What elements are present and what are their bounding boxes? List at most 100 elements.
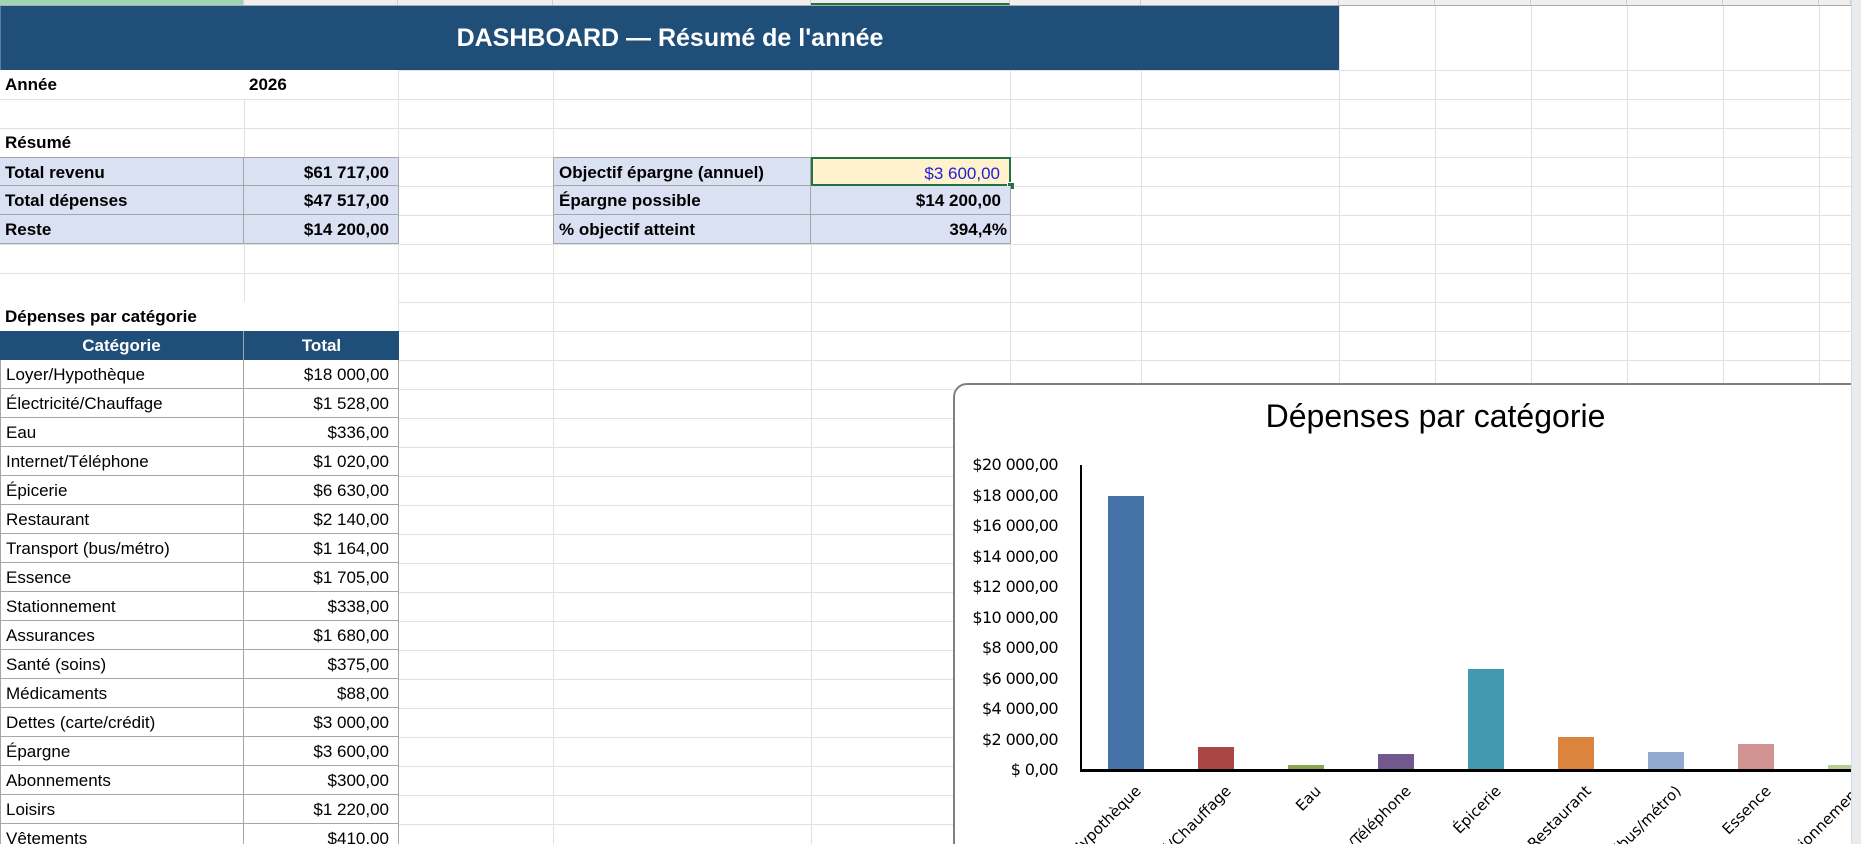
column-header-g[interactable] (1141, 0, 1339, 5)
summary-label-total-depenses[interactable]: Total dépenses (0, 186, 244, 215)
y-tick-label: $16 000,00 (972, 516, 1058, 535)
gridline (811, 6, 812, 844)
gridline (0, 534, 1851, 535)
category-total-cell[interactable]: $2 140,00 (244, 505, 399, 534)
chart-y-axis (1080, 465, 1082, 771)
category-cell[interactable]: Stationnement (0, 592, 244, 621)
chart-bar[interactable] (1648, 752, 1684, 770)
year-value[interactable]: 2026 (244, 70, 398, 99)
column-header-j[interactable] (1531, 0, 1627, 5)
savings-value-percent[interactable]: 394,4% (811, 215, 1011, 244)
category-total-cell[interactable]: $1 020,00 (244, 447, 399, 476)
chart-bar[interactable] (1198, 746, 1234, 770)
y-tick-label: $6 000,00 (981, 668, 1059, 688)
gridline (0, 708, 1851, 709)
summary-value-reste[interactable]: $14 200,00 (244, 215, 399, 244)
category-total-cell[interactable]: $336,00 (244, 418, 399, 447)
column-header-k[interactable] (1627, 0, 1723, 5)
gridline (0, 273, 1851, 274)
expenses-bar-chart[interactable] (953, 383, 1851, 844)
gridline (0, 679, 1851, 680)
category-total-cell[interactable]: $410,00 (244, 824, 399, 844)
column-header-m[interactable] (1819, 0, 1851, 5)
column-header-a[interactable] (0, 0, 244, 5)
category-cell[interactable]: Transport (bus/métro) (0, 534, 244, 563)
summary-value-total-revenu[interactable]: $61 717,00 (244, 157, 399, 186)
chart-bar[interactable] (1288, 764, 1324, 770)
summary-label-total-revenu[interactable]: Total revenu (0, 157, 244, 186)
category-cell[interactable]: Assurances (0, 621, 244, 650)
category-cell[interactable]: Internet/Téléphone (0, 447, 244, 476)
y-tick-label: $2 000,00 (981, 729, 1059, 749)
column-headers (0, 0, 1851, 6)
column-header-l[interactable] (1723, 0, 1819, 5)
year-label[interactable]: Année (0, 70, 244, 99)
category-cell[interactable]: Santé (soins) (0, 650, 244, 679)
chart-bar[interactable] (1738, 743, 1774, 770)
gridline (0, 128, 1851, 129)
summary-value-total-depenses[interactable]: $47 517,00 (244, 186, 399, 215)
gridline (0, 824, 1851, 825)
chart-bar[interactable] (1828, 764, 1851, 770)
savings-label-objective[interactable]: Objectif épargne (annuel) (553, 157, 811, 186)
y-tick-label: $18 000,00 (972, 485, 1058, 505)
gridline (0, 331, 1851, 332)
category-cell[interactable]: Loisirs (0, 795, 244, 824)
dashboard-banner: DASHBOARD — Résumé de l'année (0, 6, 1339, 70)
chart-bar[interactable] (1468, 668, 1504, 770)
category-total-cell[interactable]: $1 164,00 (244, 534, 399, 563)
category-total-cell[interactable]: $338,00 (244, 592, 399, 621)
column-header-i[interactable] (1435, 0, 1531, 5)
gridline (553, 6, 554, 844)
column-header-e[interactable] (811, 0, 1010, 5)
gridline (0, 795, 1851, 796)
category-cell[interactable]: Dettes (carte/crédit) (0, 708, 244, 737)
category-total-cell[interactable]: $3 000,00 (244, 708, 399, 737)
column-header-d[interactable] (553, 0, 811, 5)
category-total-cell[interactable]: $18 000,00 (244, 360, 399, 389)
category-cell[interactable]: Électricité/Chauffage (0, 389, 244, 418)
category-cell[interactable]: Eau (0, 418, 244, 447)
category-total-cell[interactable]: $3 600,00 (244, 737, 399, 766)
category-cell[interactable]: Essence (0, 563, 244, 592)
category-cell[interactable]: Abonnements (0, 766, 244, 795)
savings-label-percent[interactable]: % objectif atteint (553, 215, 811, 244)
category-total-cell[interactable]: $88,00 (244, 679, 399, 708)
savings-label-possible[interactable]: Épargne possible (553, 186, 811, 215)
total-column-header[interactable]: Total (244, 331, 399, 360)
column-header-b[interactable] (244, 0, 398, 5)
gridline (0, 650, 1851, 651)
category-total-cell[interactable]: $300,00 (244, 766, 399, 795)
vertical-scrollbar[interactable] (1851, 0, 1861, 844)
chart-bar[interactable] (1378, 754, 1414, 770)
savings-value-possible[interactable]: $14 200,00 (811, 186, 1011, 215)
gridline (0, 418, 1851, 419)
summary-label-reste[interactable]: Reste (0, 215, 244, 244)
chart-bar[interactable] (1108, 495, 1144, 770)
column-header-c[interactable] (398, 0, 553, 5)
category-total-cell[interactable]: $1 220,00 (244, 795, 399, 824)
category-total-cell[interactable]: $6 630,00 (244, 476, 399, 505)
category-cell[interactable]: Vêtements (0, 824, 244, 844)
category-total-cell[interactable]: $1 705,00 (244, 563, 399, 592)
summary-heading[interactable]: Résumé (5, 133, 72, 152)
y-tick-label: $10 000,00 (972, 607, 1058, 627)
category-total-cell[interactable]: $375,00 (244, 650, 399, 679)
category-cell[interactable]: Épargne (0, 737, 244, 766)
chart-bar[interactable] (1558, 737, 1594, 770)
category-total-cell[interactable]: $1 680,00 (244, 621, 399, 650)
category-cell[interactable]: Restaurant (0, 505, 244, 534)
category-column-header[interactable]: Catégorie (0, 331, 244, 360)
column-header-f[interactable] (1010, 0, 1141, 5)
savings-objective-input[interactable]: $3 600,00 (811, 157, 1011, 186)
category-total-cell[interactable]: $1 528,00 (244, 389, 399, 418)
category-cell[interactable]: Loyer/Hypothèque (0, 360, 244, 389)
gridline (0, 737, 1851, 738)
category-cell[interactable]: Épicerie (0, 476, 244, 505)
gridline (0, 563, 1851, 564)
column-header-h[interactable] (1339, 0, 1435, 5)
gridline (0, 244, 1851, 245)
category-table-heading[interactable]: Dépenses par catégorie (0, 302, 398, 331)
category-cell[interactable]: Médicaments (0, 679, 244, 708)
